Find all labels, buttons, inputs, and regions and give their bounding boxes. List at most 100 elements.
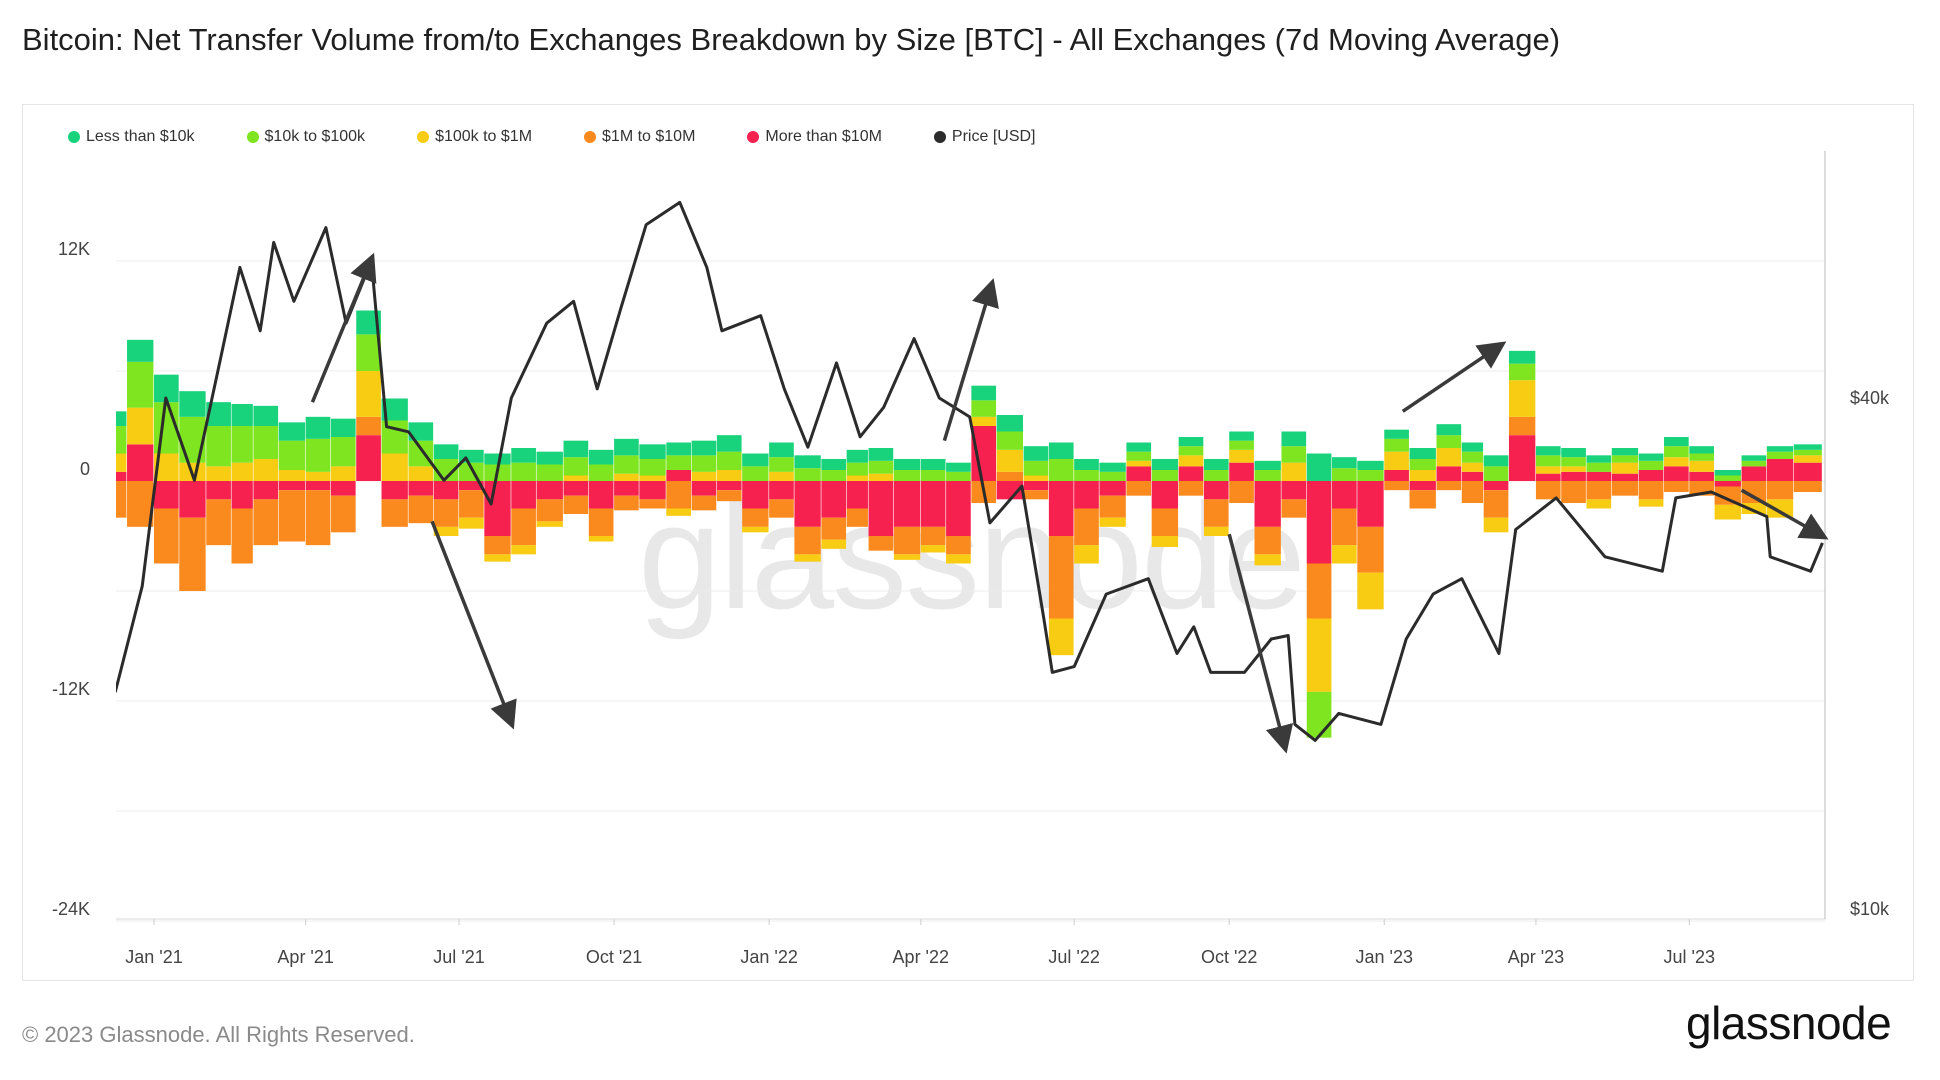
bar--10k-to-100k — [691, 455, 717, 472]
bar--100k-to-1m — [1664, 457, 1689, 467]
bar--100k-to-1m — [1357, 572, 1384, 610]
bar-more-than-10m — [1332, 481, 1357, 509]
bar--10k-to-100k — [1384, 438, 1409, 452]
x-tick-label: Jul '21 — [433, 947, 484, 967]
bar-more-than-10m — [794, 481, 821, 527]
bar-more-than-10m — [1384, 470, 1409, 481]
bar--10k-to-100k — [742, 466, 769, 481]
bar-more-than-10m — [253, 481, 279, 500]
bar-more-than-10m — [1483, 481, 1509, 491]
bar--1m-to-10m — [1281, 499, 1307, 518]
bar--1m-to-10m — [231, 508, 253, 564]
bar-more-than-10m — [1099, 481, 1126, 496]
bar-more-than-10m — [1436, 466, 1462, 481]
bar-less-than-10k — [1357, 460, 1384, 470]
bar--10k-to-100k — [971, 400, 997, 417]
legend-dot-icon — [68, 131, 80, 143]
bar--10k-to-100k — [1638, 460, 1664, 470]
bar--10k-to-100k — [1229, 440, 1254, 450]
bar-less-than-10k — [278, 422, 306, 441]
bar-more-than-10m — [536, 481, 563, 500]
bar--100k-to-1m — [1151, 536, 1179, 547]
bar--100k-to-1m — [1099, 517, 1126, 527]
bar-more-than-10m — [1151, 481, 1179, 509]
bar--10k-to-100k — [1099, 471, 1126, 481]
legend-item[interactable]: Price [USD] — [933, 128, 1036, 146]
bar--1m-to-10m — [1151, 508, 1179, 536]
bar--100k-to-1m — [588, 536, 614, 542]
bar-less-than-10k — [231, 404, 253, 426]
bar-less-than-10k — [868, 448, 894, 461]
bar--100k-to-1m — [1766, 499, 1794, 518]
legend-dot-icon — [246, 131, 259, 143]
bar--100k-to-1m — [846, 475, 868, 481]
bar-more-than-10m — [1638, 470, 1664, 481]
legend-item[interactable]: $1M to $10M — [584, 128, 695, 146]
bar--1m-to-10m — [154, 508, 179, 564]
bar--10k-to-100k — [1535, 455, 1561, 467]
bar--100k-to-1m — [1332, 545, 1357, 564]
bar--10k-to-100k — [278, 440, 306, 470]
x-tick-label: Oct '21 — [586, 947, 642, 967]
bar--1m-to-10m — [536, 499, 563, 522]
bar--100k-to-1m — [1793, 455, 1822, 463]
bar-less-than-10k — [1664, 437, 1689, 447]
bar-more-than-10m — [1611, 473, 1639, 481]
bar-less-than-10k — [1099, 462, 1126, 472]
annotation-arrow-icon — [1227, 533, 1294, 754]
bar-more-than-10m — [614, 481, 639, 496]
bar--1m-to-10m — [1483, 490, 1509, 518]
bar--10k-to-100k — [1483, 466, 1509, 481]
bar-more-than-10m — [666, 470, 692, 481]
bar--10k-to-100k — [231, 426, 253, 463]
legend-item[interactable]: $100k to $1M — [417, 128, 532, 146]
bar--10k-to-100k — [330, 437, 356, 467]
bar--100k-to-1m — [1178, 455, 1204, 467]
bar--1m-to-10m — [1535, 481, 1561, 500]
bar-less-than-10k — [1586, 455, 1612, 463]
bar--100k-to-1m — [127, 407, 154, 445]
bar--1m-to-10m — [1461, 481, 1484, 503]
bar-more-than-10m — [305, 481, 331, 491]
bar--100k-to-1m — [1535, 466, 1561, 474]
bar--10k-to-100k — [563, 457, 589, 476]
bar--100k-to-1m — [666, 508, 692, 516]
bar-less-than-10k — [408, 422, 434, 441]
bar--100k-to-1m — [433, 526, 459, 536]
bar--10k-to-100k — [1436, 435, 1462, 448]
annotation-arrow-icon — [942, 278, 999, 442]
bar-less-than-10k — [1178, 437, 1204, 447]
bar--100k-to-1m — [356, 371, 381, 417]
bar--1m-to-10m — [511, 508, 536, 546]
x-tick-label: Jan '23 — [1356, 947, 1413, 967]
bar--10k-to-100k — [1586, 462, 1612, 472]
bar-less-than-10k — [511, 448, 536, 463]
bar-more-than-10m — [893, 481, 921, 527]
bar-more-than-10m — [330, 481, 356, 496]
legend-item[interactable]: Less than $10k — [68, 128, 195, 146]
bar--1m-to-10m — [846, 508, 868, 527]
bar--1m-to-10m — [769, 499, 794, 518]
bar--1m-to-10m — [1793, 481, 1822, 492]
bar--10k-to-100k — [356, 334, 381, 371]
legend-label: $1M to $10M — [602, 128, 696, 145]
bar-more-than-10m — [769, 481, 794, 500]
legend-item[interactable]: $10k to $100k — [246, 128, 365, 146]
legend-label: More than $10M — [765, 128, 882, 145]
legend-item[interactable]: More than $10M — [747, 128, 882, 146]
bar--100k-to-1m — [1306, 618, 1332, 692]
bar--10k-to-100k — [1689, 453, 1714, 461]
bar--1m-to-10m — [179, 517, 206, 591]
bar-more-than-10m — [1178, 466, 1204, 481]
bar--1m-to-10m — [1203, 499, 1229, 527]
bar-less-than-10k — [1281, 431, 1307, 447]
bar-less-than-10k — [1741, 455, 1767, 461]
bar--100k-to-1m — [639, 475, 666, 481]
bar-less-than-10k — [1689, 446, 1714, 454]
legend-dot-icon — [584, 131, 597, 143]
bar--1m-to-10m — [330, 495, 356, 533]
bar--10k-to-100k — [614, 455, 639, 474]
bar--100k-to-1m — [305, 471, 331, 481]
bar-less-than-10k — [1126, 442, 1152, 452]
bar--1m-to-10m — [253, 499, 279, 546]
